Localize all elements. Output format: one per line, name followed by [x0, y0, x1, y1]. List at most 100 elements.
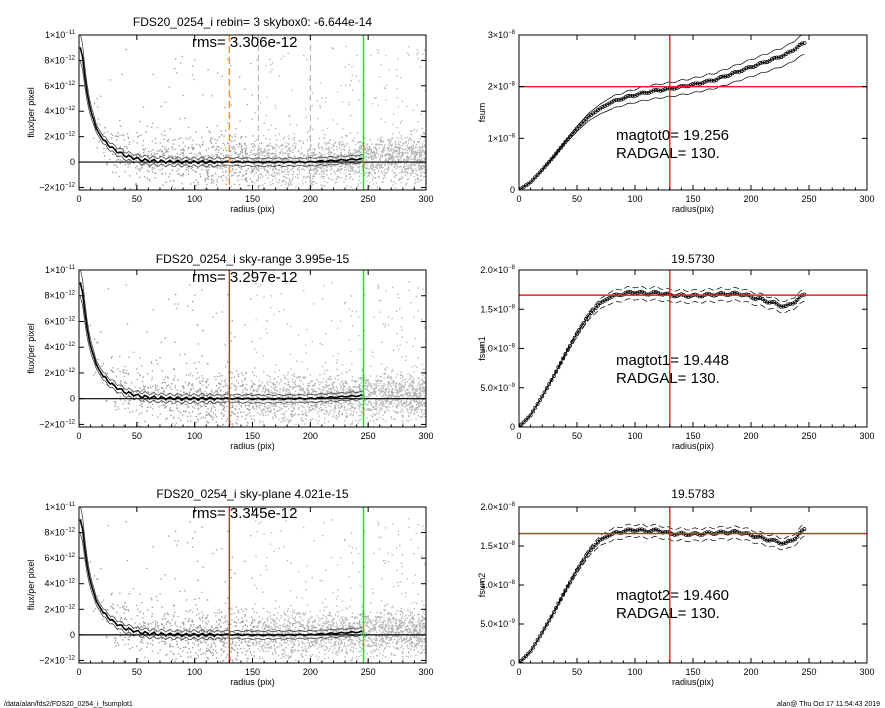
scatter-point — [314, 157, 316, 159]
scatter-point — [422, 374, 424, 376]
scatter-point — [358, 99, 360, 101]
scatter-point — [408, 415, 410, 417]
scatter-point — [152, 73, 154, 76]
scatter-point — [330, 169, 332, 171]
scatter-point — [404, 359, 407, 361]
scatter-point — [416, 366, 418, 368]
scatter-point — [200, 391, 202, 393]
scatter-point — [215, 390, 217, 392]
scatter-point — [93, 102, 96, 105]
scatter-point — [326, 169, 328, 171]
scatter-point — [359, 349, 361, 351]
scatter-point — [169, 409, 171, 411]
scatter-point — [397, 153, 399, 155]
scatter-point — [400, 326, 402, 328]
scatter-point — [208, 130, 210, 132]
scatter-point — [222, 405, 225, 407]
scatter-point — [216, 178, 218, 181]
scatter-point — [255, 390, 258, 392]
scatter-point — [127, 137, 130, 139]
scatter-point — [234, 159, 236, 161]
scatter-point — [269, 375, 271, 377]
scatter-point — [304, 377, 306, 380]
scatter-point — [279, 163, 281, 166]
scatter-point — [279, 388, 281, 390]
scatter-point — [251, 150, 253, 152]
scatter-point — [238, 166, 240, 169]
scatter-point — [323, 285, 325, 287]
scatter-point — [203, 162, 205, 164]
scatter-point — [338, 167, 340, 170]
scatter-point — [248, 185, 251, 187]
scatter-point — [285, 392, 287, 395]
scatter-point — [416, 53, 418, 56]
scatter-point — [274, 135, 276, 137]
scatter-point — [207, 69, 209, 71]
scatter-point — [215, 142, 217, 144]
scatter-point — [419, 146, 421, 148]
scatter-point — [250, 380, 253, 382]
scatter-point — [176, 404, 178, 406]
scatter-point — [384, 173, 386, 175]
scatter-point — [191, 146, 193, 148]
scatter-point — [312, 152, 315, 154]
scatter-point — [384, 121, 386, 123]
scatter-point — [215, 421, 218, 423]
x-tick-label: 300 — [418, 194, 433, 204]
scatter-point — [274, 163, 277, 165]
scatter-point — [256, 179, 258, 181]
scatter-point — [337, 379, 339, 381]
scatter-point — [404, 151, 406, 154]
scatter-point — [266, 374, 269, 377]
scatter-point — [383, 372, 385, 375]
scatter-point — [230, 332, 232, 334]
scatter-point — [282, 180, 284, 183]
scatter-point — [328, 378, 330, 380]
scatter-point — [225, 183, 228, 185]
scatter-point — [259, 177, 262, 179]
scatter-point — [159, 169, 161, 171]
scatter-point — [164, 146, 166, 148]
scatter-point — [179, 175, 182, 177]
scatter-point — [364, 379, 366, 381]
scatter-point — [349, 164, 351, 167]
scatter-point — [179, 411, 182, 414]
scatter-point — [181, 149, 183, 151]
scatter-point — [203, 401, 205, 403]
scatter-point — [377, 143, 379, 145]
scatter-point — [273, 148, 275, 150]
scatter-point — [393, 149, 395, 151]
scatter-point — [110, 357, 112, 359]
scatter-point — [382, 177, 384, 179]
scatter-point — [419, 150, 422, 152]
scatter-point — [406, 182, 408, 185]
scatter-point — [244, 377, 246, 379]
scatter-point — [221, 380, 223, 382]
scatter-point — [212, 180, 215, 182]
scatter-point — [376, 149, 378, 151]
scatter-point — [285, 389, 287, 391]
scatter-point — [360, 160, 362, 162]
scatter-point — [313, 151, 315, 153]
scatter-point — [119, 146, 122, 148]
scatter-point — [168, 176, 170, 178]
scatter-point — [395, 150, 397, 152]
scatter-point — [278, 418, 280, 421]
scatter-point — [253, 383, 255, 385]
scatter-point — [114, 405, 116, 408]
scatter-point — [326, 170, 328, 172]
scatter-point — [348, 101, 350, 104]
scatter-point — [125, 146, 128, 148]
scatter-point — [314, 382, 316, 385]
x-axis-label: radius (pix) — [230, 204, 275, 214]
scatter-point — [411, 397, 413, 399]
scatter-point — [205, 414, 207, 416]
scatter-point — [199, 146, 201, 148]
scatter-point — [411, 149, 413, 151]
scatter-point — [308, 166, 310, 168]
scatter-point — [336, 176, 338, 178]
scatter-point — [274, 371, 276, 373]
scatter-point — [336, 401, 338, 403]
scatter-point — [399, 385, 401, 387]
scatter-point — [423, 395, 425, 397]
